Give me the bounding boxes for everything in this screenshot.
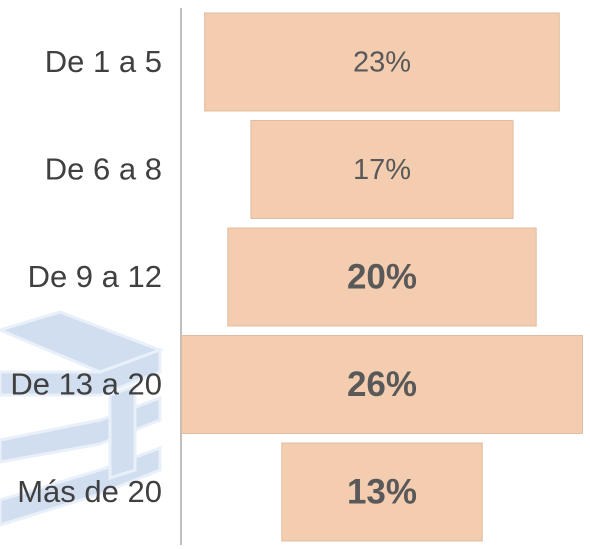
background-decoration (0, 310, 165, 527)
bar (227, 227, 537, 327)
bar (250, 120, 514, 219)
category-label: De 13 a 20 (10, 367, 162, 402)
category-label: De 6 a 8 (45, 152, 162, 187)
data-label: 20% (347, 257, 417, 296)
bar (281, 442, 483, 542)
bar (181, 335, 583, 434)
category-label: De 9 a 12 (28, 259, 162, 294)
data-label: 26% (347, 365, 417, 404)
data-label: 17% (353, 154, 411, 186)
category-label: Más de 20 (17, 474, 162, 509)
data-label: 13% (347, 472, 417, 511)
bar (204, 12, 560, 112)
data-label: 23% (353, 47, 411, 79)
category-label: De 1 a 5 (45, 44, 162, 79)
